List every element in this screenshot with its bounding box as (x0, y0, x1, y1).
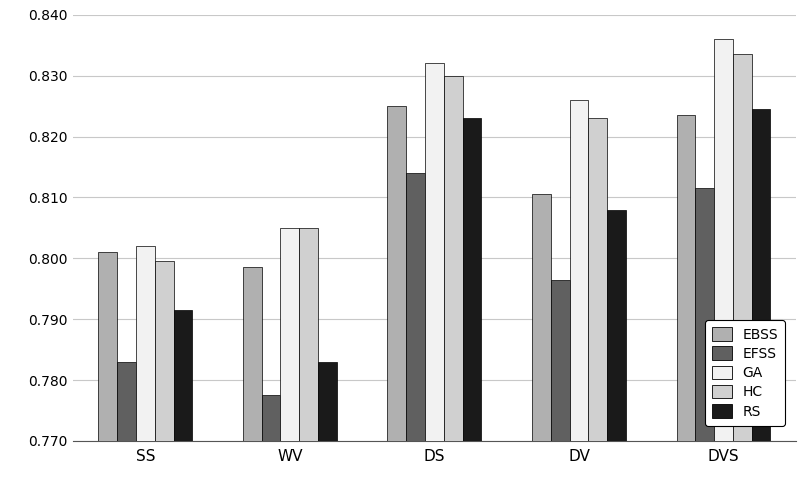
Bar (751, 109, 770, 441)
Legend: EBSS, EFSS, GA, HC, RS: EBSS, EFSS, GA, HC, RS (704, 320, 784, 425)
Bar (318, 362, 337, 441)
Bar (155, 261, 174, 441)
Bar (117, 362, 135, 441)
Bar (732, 54, 751, 441)
Bar (424, 63, 444, 441)
Bar (299, 228, 318, 441)
Bar (676, 115, 694, 441)
Bar (242, 268, 261, 441)
Bar (462, 118, 481, 441)
Bar (607, 210, 625, 441)
Bar (588, 118, 607, 441)
Bar (387, 106, 406, 441)
Bar (98, 252, 117, 441)
Bar (531, 195, 550, 441)
Bar (569, 100, 588, 441)
Bar (135, 246, 155, 441)
Bar (280, 228, 299, 441)
Bar (550, 280, 569, 441)
Bar (444, 75, 462, 441)
Bar (694, 188, 713, 441)
Bar (406, 173, 424, 441)
Bar (713, 39, 732, 441)
Bar (174, 310, 192, 441)
Bar (261, 395, 280, 441)
